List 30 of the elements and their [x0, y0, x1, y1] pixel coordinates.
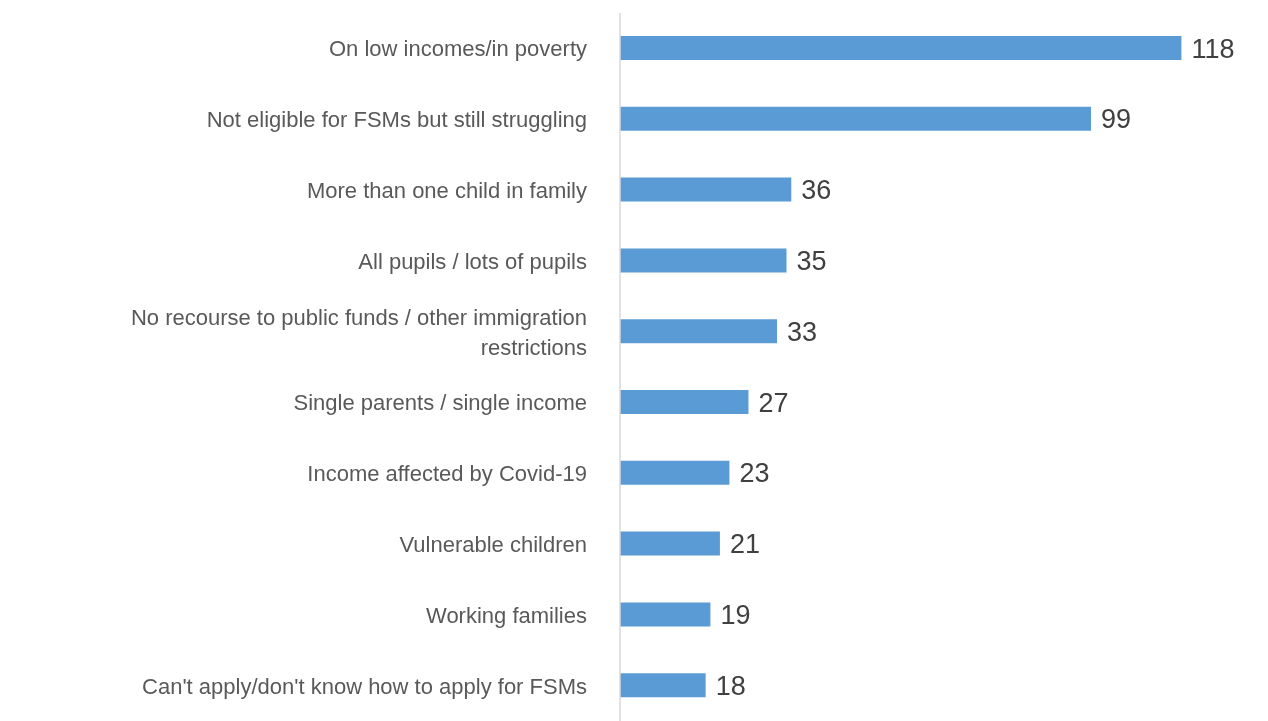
bar: [620, 390, 749, 414]
data-label: 99: [1101, 104, 1132, 135]
y-tick-label: No recourse to public funds / other immigration restrictions: [130, 304, 587, 360]
bar: [620, 36, 1182, 60]
data-label: 118: [1191, 33, 1235, 64]
bar: [620, 531, 720, 556]
bar: [620, 319, 777, 344]
bar: [620, 177, 792, 202]
y-tick-label: Income affected by Covid-19: [307, 460, 587, 486]
data-label: 36: [801, 175, 832, 206]
y-tick-label: On low incomes/in poverty: [329, 35, 587, 61]
bar: [620, 460, 730, 485]
data-label: 33: [787, 316, 818, 347]
y-tick-label: More than one child in family: [306, 177, 587, 203]
y-tick-label: Vulnerable children: [399, 531, 587, 557]
data-label: 35: [796, 245, 827, 276]
y-tick-label: Single parents / single income: [293, 389, 587, 415]
bar: [620, 106, 1092, 131]
bar: [620, 602, 711, 627]
data-label: 18: [715, 670, 746, 701]
data-label: 23: [739, 458, 770, 489]
y-tick-label: All pupils / lots of pupils: [358, 248, 587, 274]
y-tick-label: Working families: [426, 602, 587, 628]
data-label: 27: [758, 387, 789, 418]
bar: [620, 248, 787, 273]
data-label: 21: [729, 529, 760, 560]
data-label: 19: [720, 599, 751, 630]
y-tick-label: Can't apply/don't know how to apply for FSMs: [142, 673, 587, 699]
bar: [620, 673, 706, 698]
y-tick-label: Not eligible for FSMs but still struggling: [206, 106, 587, 132]
